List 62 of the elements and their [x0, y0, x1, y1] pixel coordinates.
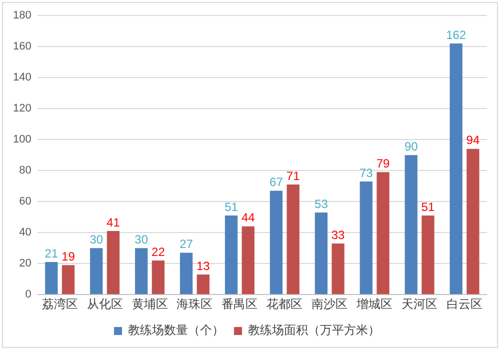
y-tick-label: 160 — [12, 40, 32, 53]
data-label: 90 — [404, 139, 418, 154]
legend-label: 教练场数量（个） — [128, 323, 224, 338]
x-tick-label: 从化区 — [86, 296, 123, 311]
x-tick-label: 白云区 — [446, 296, 483, 311]
data-label: 162 — [446, 28, 466, 42]
bar — [466, 148, 480, 294]
x-tick-label: 黄埔区 — [132, 296, 168, 311]
x-tick-label: 增城区 — [356, 296, 393, 311]
bar — [62, 265, 75, 294]
y-tick-label: 40 — [19, 226, 32, 239]
x-tick-label: 南沙区 — [312, 296, 348, 311]
data-label: 41 — [106, 215, 120, 230]
data-label: 71 — [286, 168, 300, 183]
y-tick-label: 180 — [12, 10, 32, 22]
x-tick-label: 花都区 — [266, 296, 303, 311]
bar — [376, 172, 390, 294]
bar — [422, 216, 434, 294]
bar — [270, 190, 283, 294]
y-tick-label: 80 — [19, 164, 32, 177]
x-tick-label: 天河区 — [402, 296, 438, 311]
data-label: 33 — [331, 228, 346, 242]
data-label: 21 — [44, 246, 58, 260]
data-label: 53 — [314, 196, 328, 211]
data-label: 79 — [376, 156, 390, 170]
bar — [180, 252, 193, 294]
y-tick-label: 60 — [19, 196, 32, 208]
bar — [314, 212, 328, 294]
bar — [332, 243, 344, 294]
bar — [242, 226, 254, 294]
bar — [135, 248, 148, 294]
data-label: 51 — [421, 200, 435, 214]
x-tick-label: 番禺区 — [222, 296, 258, 311]
x-tick-label: 荔湾区 — [42, 296, 78, 311]
data-label: 22 — [152, 244, 166, 259]
bar — [106, 231, 120, 294]
data-label: 30 — [90, 232, 104, 246]
data-label: 30 — [134, 232, 148, 246]
y-tick-label: 120 — [12, 102, 32, 115]
data-label: 73 — [359, 166, 374, 180]
data-label: 13 — [196, 258, 210, 273]
data-label: 27 — [180, 237, 194, 252]
bar — [404, 155, 418, 294]
data-label: 19 — [62, 249, 76, 264]
y-tick-label: 0 — [25, 288, 32, 301]
y-tick-label: 140 — [12, 72, 32, 84]
bar — [224, 216, 238, 294]
bar — [450, 44, 462, 294]
bar — [45, 262, 58, 294]
data-label: 51 — [224, 200, 238, 214]
bar — [90, 248, 103, 294]
data-label: 67 — [270, 175, 284, 190]
legend-label: 教练场面积（万平方米） — [248, 323, 380, 338]
y-tick-label: 20 — [19, 258, 32, 270]
bar — [360, 181, 372, 294]
x-tick-label: 海珠区 — [176, 296, 213, 311]
data-label: 94 — [466, 133, 480, 148]
data-label: 44 — [241, 210, 256, 225]
bar — [286, 184, 300, 294]
bar — [196, 274, 210, 294]
y-tick-label: 100 — [12, 134, 32, 146]
bar — [152, 260, 165, 294]
